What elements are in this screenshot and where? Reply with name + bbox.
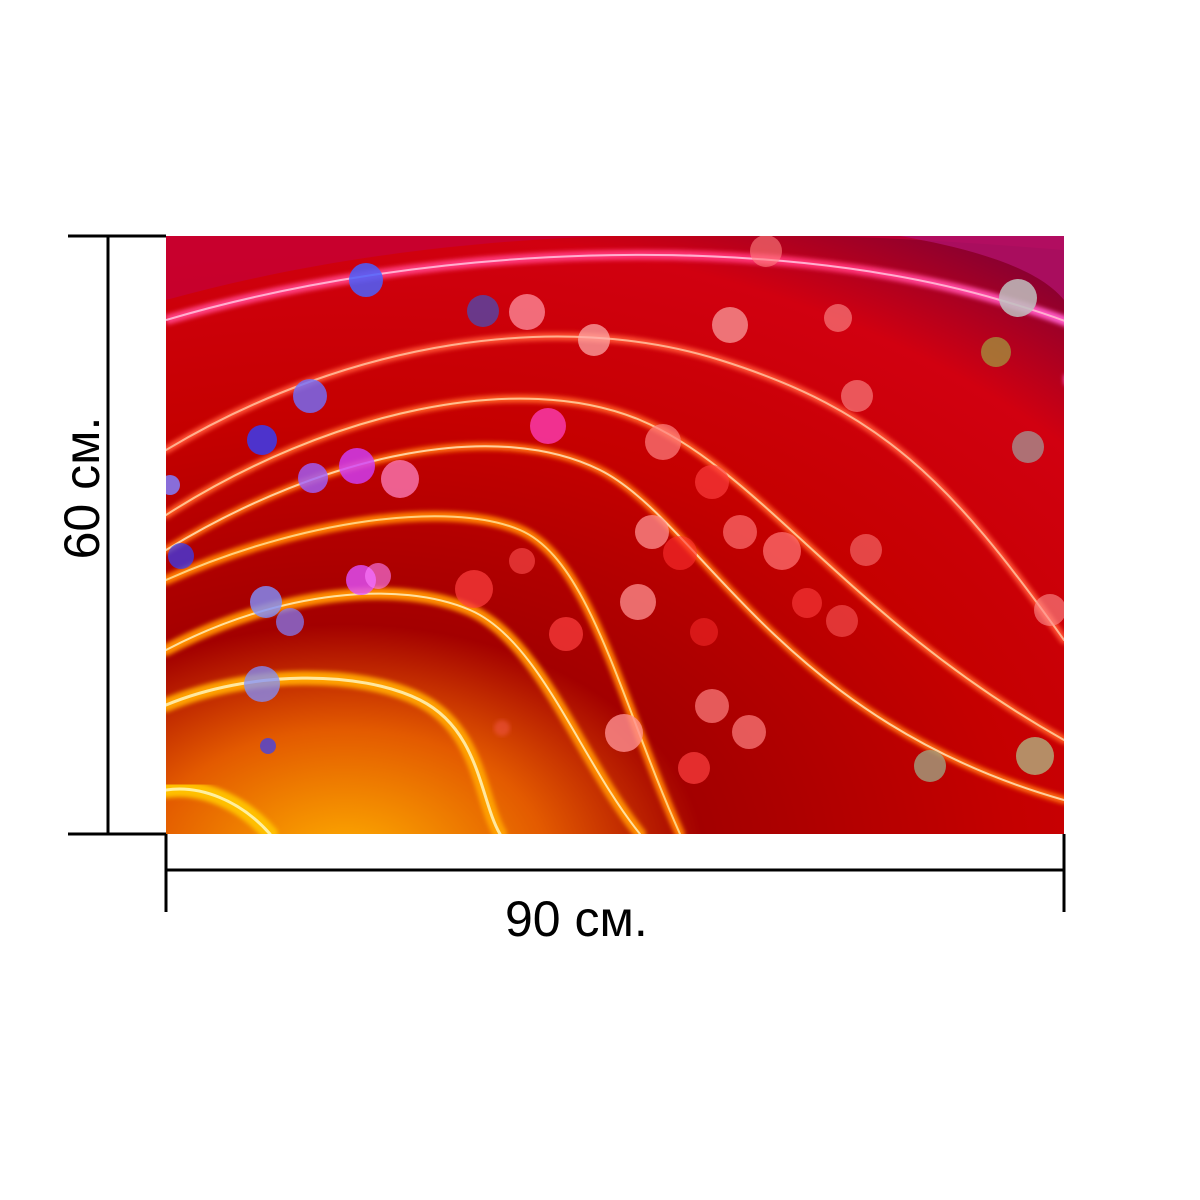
artwork-image [166, 236, 1064, 834]
height-label: 60 см. [54, 416, 110, 560]
bokeh-dots [166, 236, 1064, 784]
dimension-lines [68, 234, 1066, 912]
width-label: 90 см. [505, 891, 648, 947]
